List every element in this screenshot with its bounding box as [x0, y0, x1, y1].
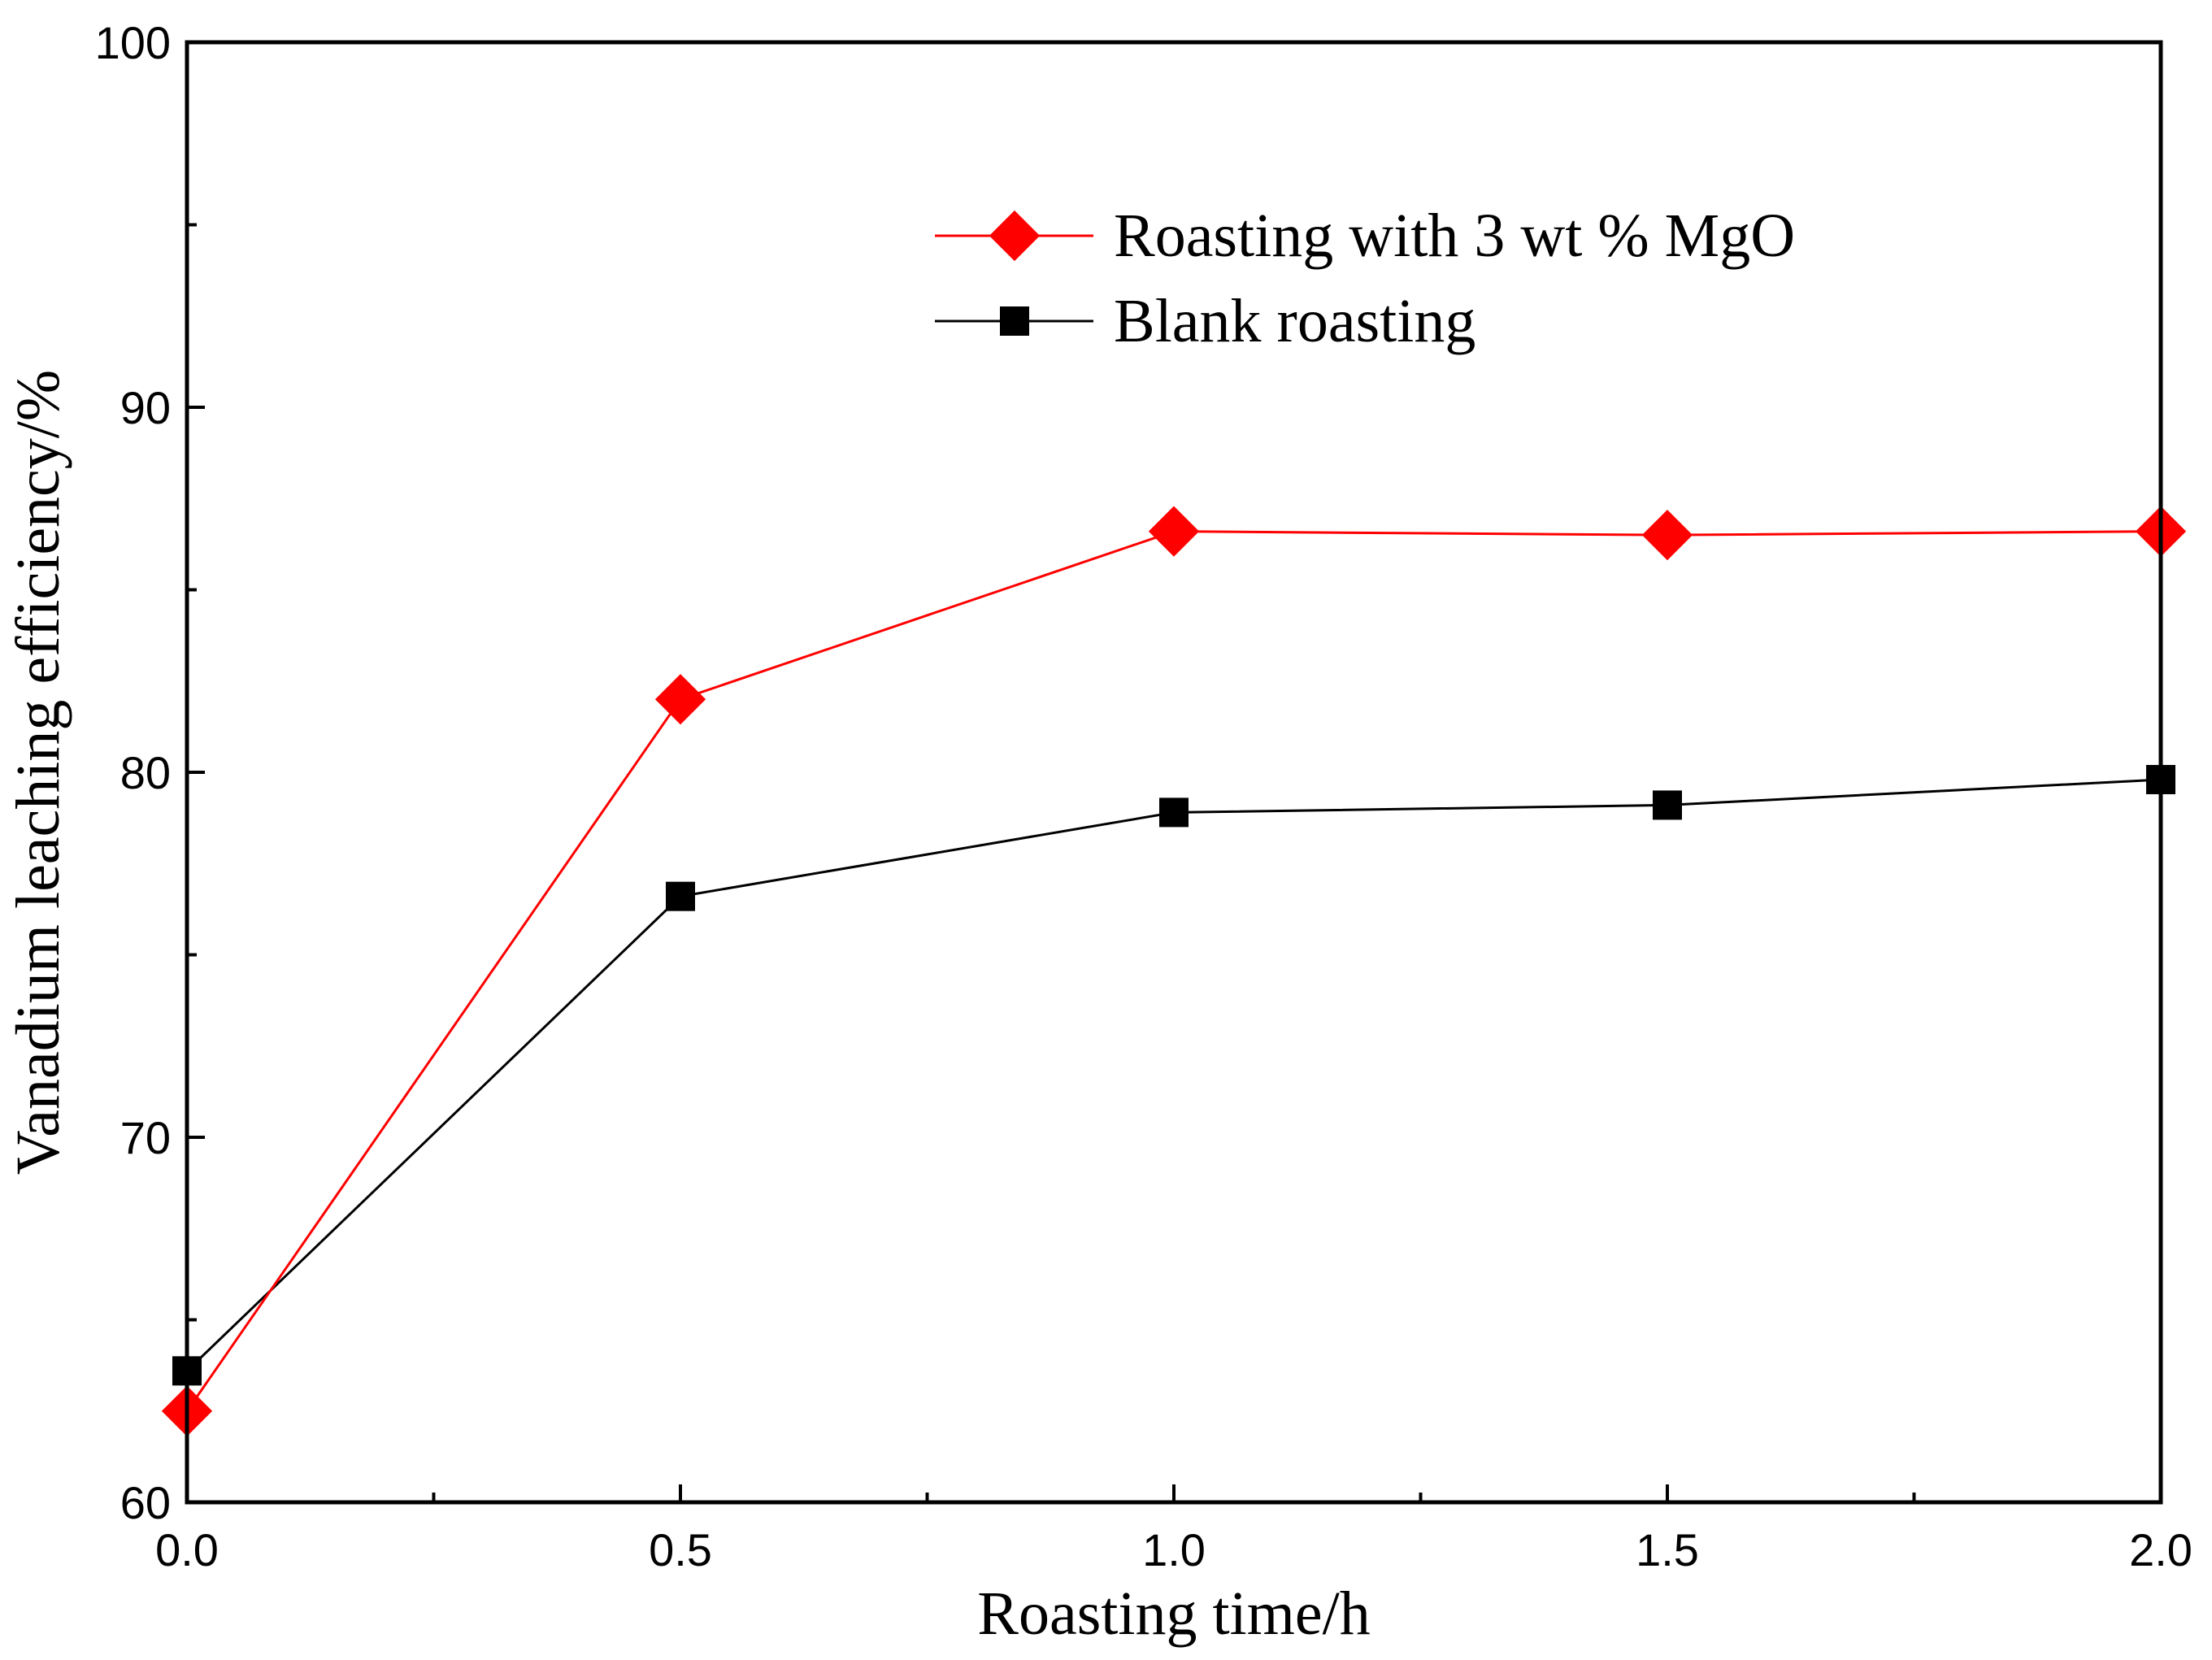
legend-label-mgo: Roasting with 3 wt % MgO [1114, 202, 1795, 270]
axis-ticks: 0.0 0.5 1.0 1.5 2.0 60 70 80 90 100 [95, 17, 2192, 1575]
data-point-mgo [1641, 510, 1693, 561]
y-axis-title: Vanadium leaching efficiency/% [4, 370, 72, 1175]
legend-label-blank: Blank roasting [1114, 287, 1475, 355]
legend-marker-blank [1000, 306, 1029, 336]
y-tick-label: 60 [120, 1477, 171, 1528]
y-tick-label: 90 [120, 382, 171, 433]
y-tick-label: 100 [95, 17, 171, 68]
y-tick-label: 80 [120, 747, 171, 798]
data-point-blank [666, 881, 695, 911]
x-tick-label: 1.5 [1636, 1524, 1699, 1575]
data-point-blank [1159, 797, 1189, 828]
data-point-mgo [654, 674, 706, 725]
data-point-blank [1653, 790, 1682, 820]
data-point-mgo [1148, 506, 1200, 557]
x-tick-label: 1.0 [1142, 1524, 1206, 1575]
x-tick-label: 2.0 [2129, 1524, 2192, 1575]
x-tick-label: 0.5 [649, 1524, 712, 1575]
x-tick-label: 0.0 [155, 1524, 219, 1575]
x-axis-title: Roasting time/h [977, 1580, 1370, 1648]
y-tick-label: 70 [120, 1112, 171, 1163]
